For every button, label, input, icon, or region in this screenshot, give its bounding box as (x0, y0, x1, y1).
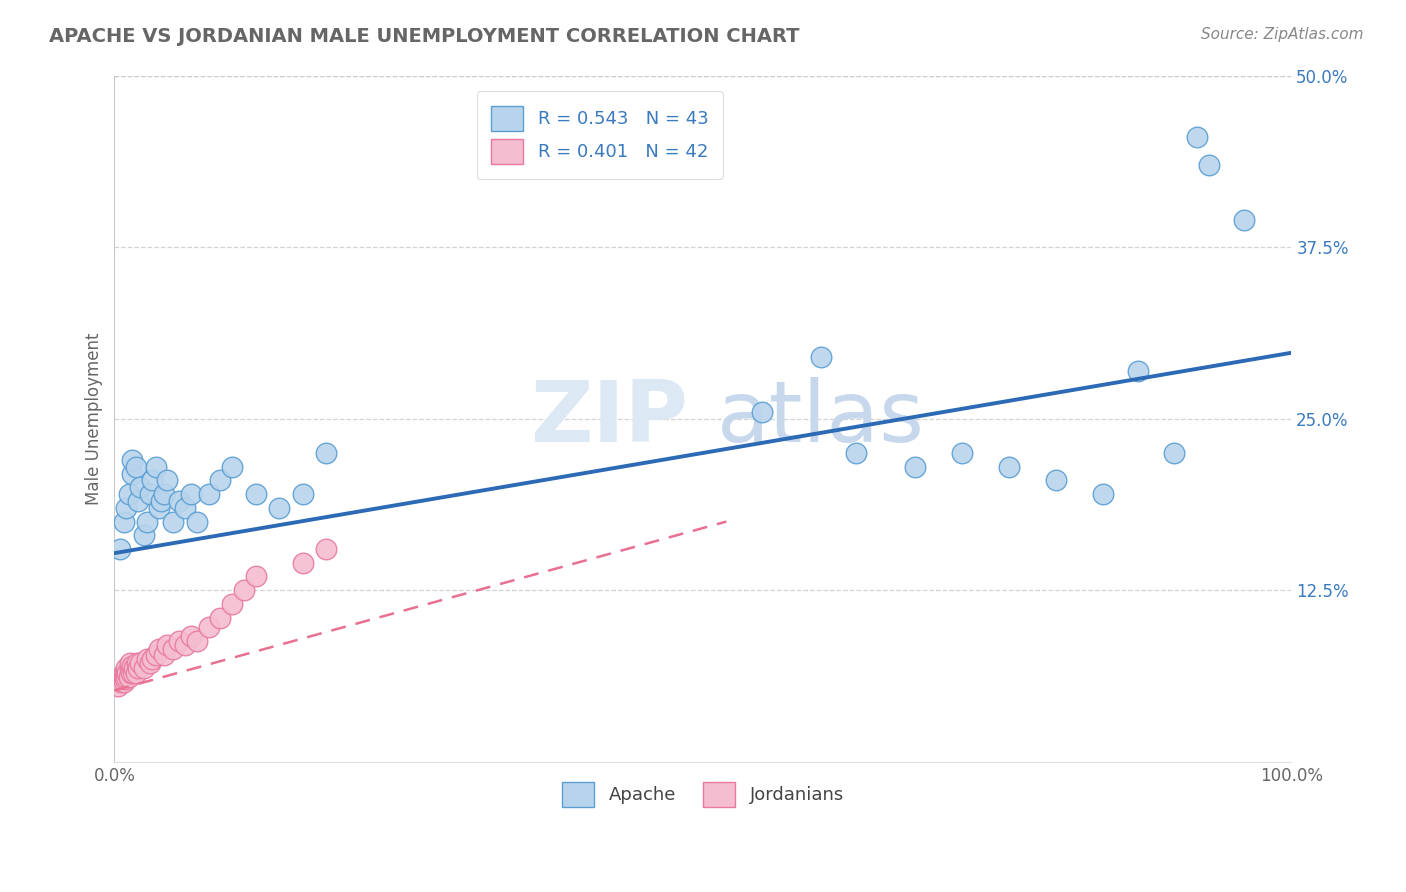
Point (167, 634, 190, 648)
Point (118, 661, 141, 675)
Point (148, 500, 170, 515)
Point (124, 665, 146, 680)
Point (124, 661, 146, 675)
Point (110, 675, 132, 690)
Point (180, 487, 202, 501)
Point (315, 542, 337, 557)
Point (132, 661, 155, 675)
Point (167, 494, 190, 508)
Point (153, 487, 176, 501)
Point (129, 480, 152, 494)
Point (291, 487, 314, 501)
Point (174, 638, 197, 652)
Point (153, 648, 176, 662)
Point (1233, 212, 1256, 227)
Point (232, 583, 254, 598)
Point (1185, 130, 1208, 145)
Point (112, 665, 135, 680)
Point (245, 569, 267, 583)
Point (180, 628, 202, 642)
Text: APACHE VS JORDANIAN MALE UNEMPLOYMENT CORRELATION CHART: APACHE VS JORDANIAN MALE UNEMPLOYMENT CO… (49, 27, 800, 45)
Point (145, 459, 167, 474)
Point (245, 487, 267, 501)
Point (120, 665, 142, 680)
Point (141, 652, 163, 666)
Point (156, 638, 179, 652)
Y-axis label: Male Unemployment: Male Unemployment (86, 333, 103, 505)
Point (751, 405, 773, 419)
Point (1163, 446, 1185, 460)
Point (315, 446, 337, 460)
Point (186, 634, 208, 648)
Point (121, 467, 143, 481)
Point (269, 500, 291, 515)
Point (114, 665, 136, 680)
Point (141, 474, 163, 488)
Point (117, 670, 139, 684)
Point (136, 515, 159, 529)
Point (121, 452, 143, 467)
Point (115, 661, 138, 675)
Point (1128, 363, 1150, 377)
Point (129, 656, 152, 670)
Point (112, 675, 135, 690)
Point (127, 661, 149, 675)
Point (125, 656, 148, 670)
Point (124, 459, 146, 474)
Point (904, 459, 927, 474)
Point (111, 670, 134, 684)
Point (110, 673, 132, 687)
Point (117, 487, 139, 501)
Legend: Apache, Jordanians: Apache, Jordanians (554, 774, 852, 814)
Point (121, 658, 143, 673)
Point (197, 487, 219, 501)
Point (162, 642, 184, 657)
Point (138, 487, 160, 501)
Point (845, 446, 868, 460)
Point (950, 446, 973, 460)
Point (117, 665, 139, 680)
Text: ZIP: ZIP (530, 377, 688, 460)
Point (209, 474, 232, 488)
Point (132, 528, 155, 542)
Point (115, 670, 138, 684)
Point (197, 620, 219, 634)
Point (209, 610, 232, 624)
Point (122, 665, 145, 680)
Point (114, 673, 136, 687)
Point (1045, 474, 1067, 488)
Point (186, 515, 208, 529)
Point (145, 648, 167, 662)
Point (1092, 487, 1115, 501)
Point (112, 515, 135, 529)
Point (174, 500, 197, 515)
Text: Source: ZipAtlas.com: Source: ZipAtlas.com (1201, 27, 1364, 42)
Point (998, 459, 1021, 474)
Point (110, 542, 132, 557)
Point (162, 515, 184, 529)
Point (148, 642, 170, 657)
Point (221, 459, 243, 474)
Point (118, 656, 141, 670)
Point (291, 556, 314, 570)
Point (810, 350, 832, 364)
Point (107, 679, 129, 693)
Point (221, 597, 243, 611)
Point (1198, 158, 1220, 172)
Point (127, 494, 149, 508)
Text: atlas: atlas (717, 377, 925, 460)
Point (136, 652, 159, 666)
Point (150, 494, 173, 508)
Point (115, 500, 138, 515)
Point (138, 656, 160, 670)
Point (156, 474, 179, 488)
